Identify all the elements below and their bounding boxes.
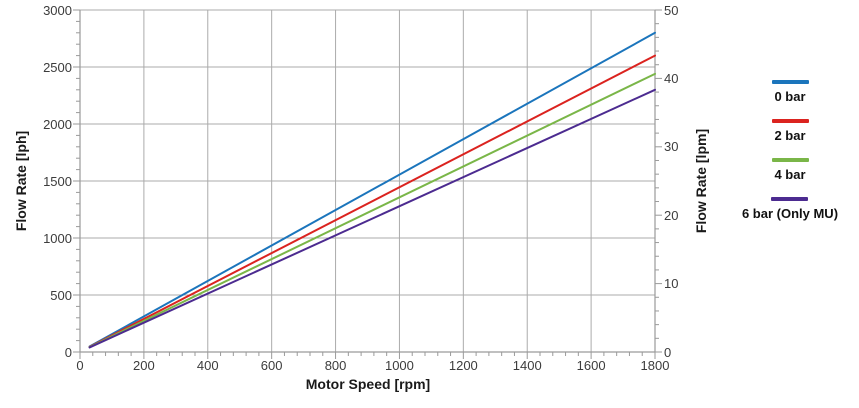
x-tick-label: 1600	[576, 358, 606, 373]
y-left-tick-label: 2500	[43, 59, 72, 75]
legend: 0 bar 2 bar 4 bar 6 bar (Only MU)	[712, 80, 859, 236]
x-tick-label: 800	[324, 358, 347, 373]
legend-label: 6 bar (Only MU)	[741, 206, 839, 221]
y-right-tick-label: 0	[664, 344, 672, 360]
x-tick-label: 1800	[640, 358, 670, 373]
y-left-tick-label: 1500	[43, 173, 72, 189]
y-left-tick-label: 3000	[43, 2, 72, 18]
legend-swatch-6-bar-only-mu-	[771, 197, 809, 201]
legend-swatch-0-bar	[771, 80, 809, 84]
y-left-tick-label: 500	[50, 287, 72, 303]
x-tick-label: 1000	[384, 358, 414, 373]
legend-item: 6 bar (Only MU)	[742, 197, 838, 221]
legend-item: 0 bar	[771, 80, 809, 104]
legend-label: 0 bar	[774, 89, 806, 104]
legend-swatch-4-bar	[771, 158, 809, 162]
series-line-6-bar-only-mu-	[88, 88, 656, 349]
y-left-tick-label: 0	[64, 344, 72, 360]
y-right-tick-label: 30	[664, 139, 679, 155]
series-line-0-bar	[88, 31, 656, 348]
x-tick-label: 0	[76, 358, 84, 373]
legend-item: 4 bar	[771, 158, 809, 182]
series-line-4-bar	[88, 72, 656, 349]
y-left-tick-label: 2000	[43, 116, 72, 132]
y-right-tick-label: 20	[664, 207, 679, 223]
y-right-tick-label: 40	[664, 70, 679, 86]
x-tick-label: 400	[196, 358, 219, 373]
x-tick-label: 600	[260, 358, 283, 373]
x-tick-label: 1200	[448, 358, 478, 373]
y-right-tick-label: 10	[664, 276, 679, 292]
legend-item: 2 bar	[771, 119, 809, 143]
y-axis-left-title: Flow Rate [lph]	[13, 130, 29, 232]
legend-swatch-2-bar	[771, 119, 809, 123]
x-tick-label: 200	[133, 358, 155, 373]
x-tick-label: 1400	[512, 358, 542, 373]
series-line-2-bar	[88, 54, 656, 348]
legend-label: 4 bar	[774, 167, 806, 182]
legend-label: 2 bar	[774, 128, 806, 143]
y-right-tick-label: 50	[664, 2, 679, 18]
y-left-tick-label: 1000	[43, 230, 72, 246]
y-axis-right-title: Flow Rate [lpm]	[693, 128, 709, 234]
x-axis-title: Motor Speed [rpm]	[305, 376, 431, 392]
